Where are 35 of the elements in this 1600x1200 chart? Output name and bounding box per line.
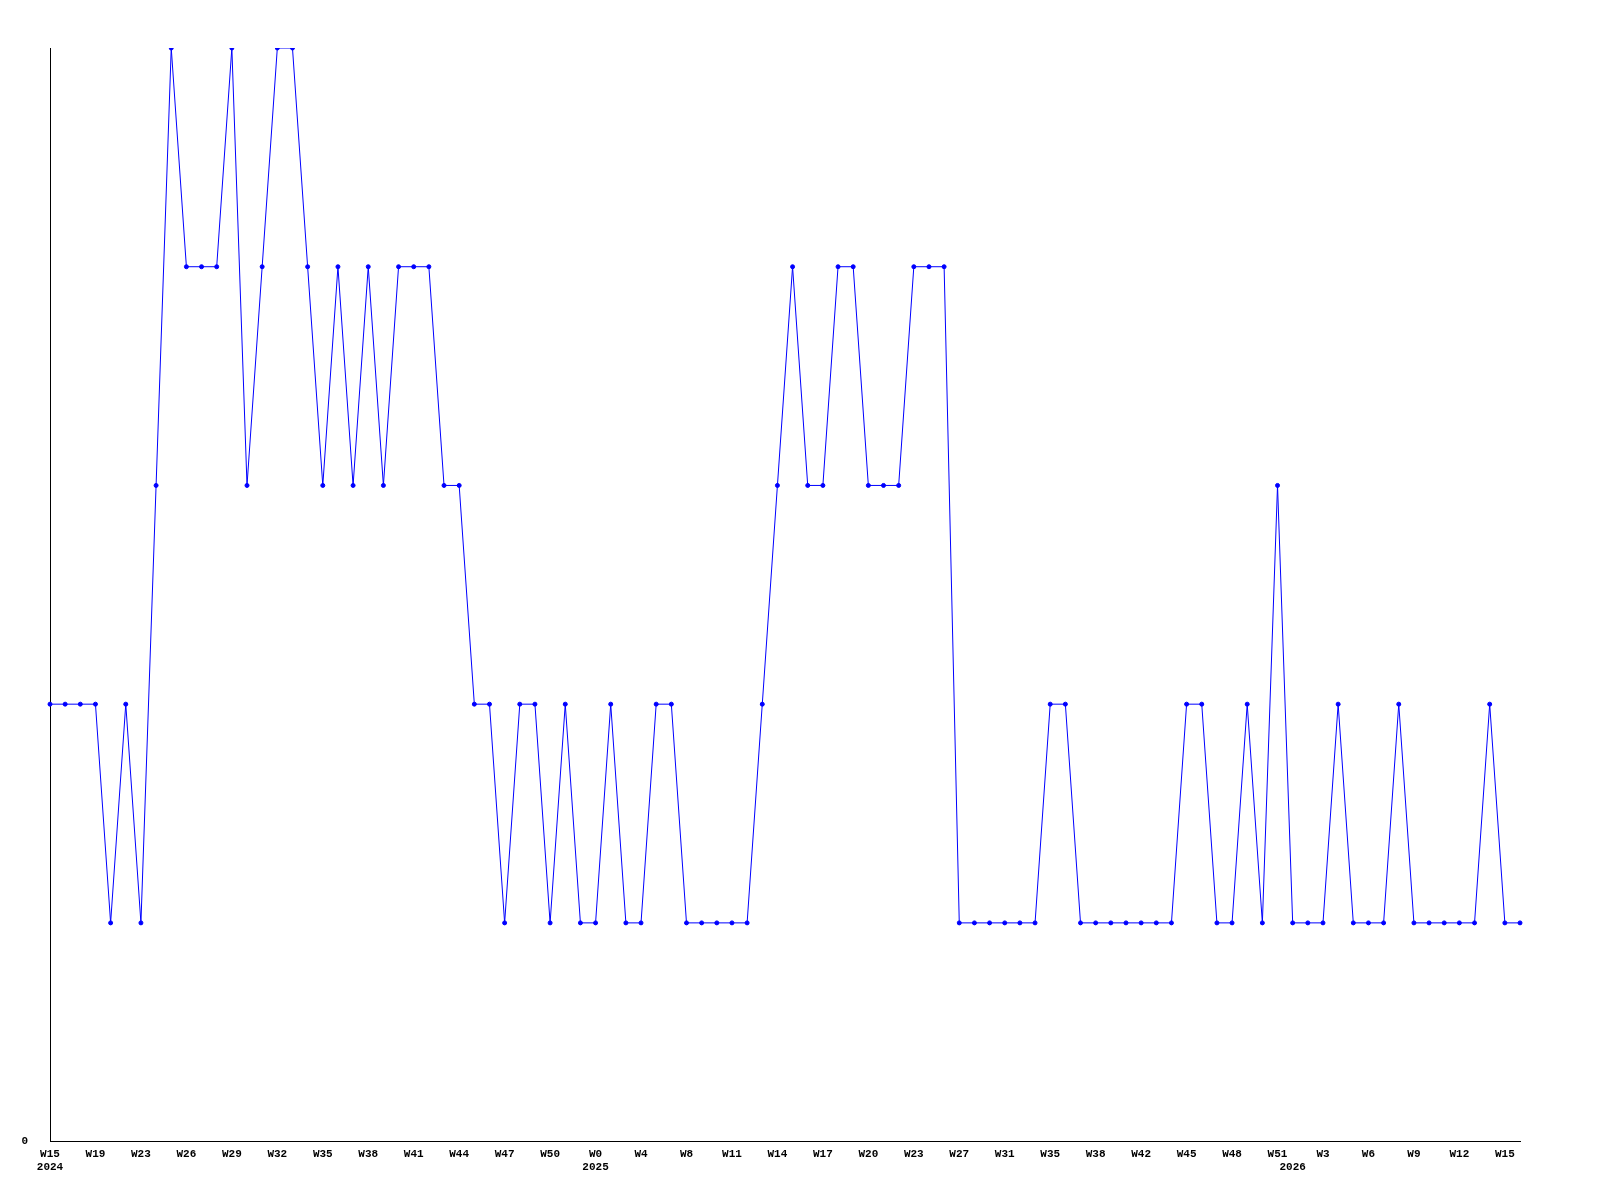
x-tick-label: W17 xyxy=(812,1147,833,1160)
x-tick-label: W27 xyxy=(949,1147,970,1160)
x-tick-label: W11 xyxy=(722,1147,743,1160)
x-tick-label: W6 xyxy=(1361,1147,1376,1160)
x-tick-label: W38 xyxy=(1085,1147,1106,1160)
text: 0 xyxy=(21,1135,28,1148)
x-tick-label: W23 xyxy=(131,1147,152,1160)
x-tick-label: W50 xyxy=(540,1147,561,1160)
x-tick-label: W4 xyxy=(634,1147,649,1160)
x-tick-label: W51 xyxy=(1267,1147,1288,1160)
x-tick-label: W26 xyxy=(176,1147,197,1160)
x-tick-label: W38 xyxy=(358,1147,379,1160)
x-tick-label: W42 xyxy=(1131,1147,1152,1160)
x-tick-label: W15 2024 xyxy=(36,1147,64,1174)
x-tick-label: W12 xyxy=(1449,1147,1470,1160)
x-tick-label: W48 xyxy=(1222,1147,1243,1160)
x-tick-label: W41 xyxy=(403,1147,425,1160)
x-tick-label: W8 xyxy=(679,1147,694,1160)
x-tick-label: W15 xyxy=(1494,1147,1516,1160)
x-tick-label: W20 xyxy=(858,1147,879,1160)
x-tick-label: W35 xyxy=(1040,1147,1061,1160)
x-tick-label: W31 xyxy=(994,1147,1016,1160)
x-tick-label: W0 2025 xyxy=(582,1147,610,1174)
x-tick-label: W32 xyxy=(267,1147,288,1160)
x-tick-label: W14 xyxy=(767,1147,788,1160)
x-tick-label: W44 xyxy=(449,1147,470,1160)
x-tick-label: W29 xyxy=(221,1147,242,1160)
x-tick-label: W35 xyxy=(312,1147,334,1160)
x-tick-label: W19 xyxy=(85,1147,106,1160)
x-tick-label: 2026 xyxy=(1279,1161,1306,1174)
x-tick-label: W47 xyxy=(494,1147,515,1160)
x-tick-label: W9 xyxy=(1407,1147,1421,1160)
x-tick-label: W3 xyxy=(1316,1147,1330,1160)
x-tick-label: W23 xyxy=(903,1147,925,1160)
x-tick-label: W45 xyxy=(1176,1147,1197,1160)
